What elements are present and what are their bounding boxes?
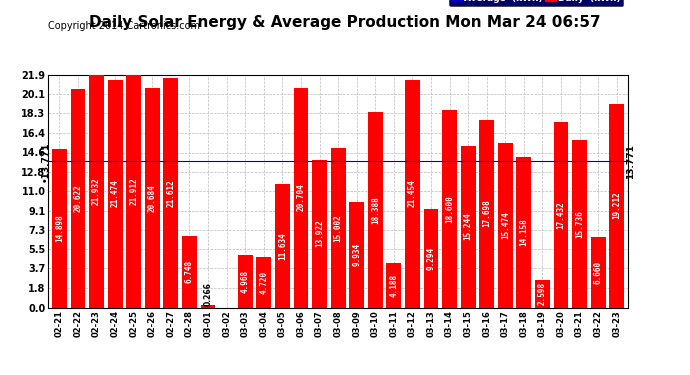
Bar <box>553 122 569 308</box>
Bar <box>480 120 494 308</box>
Text: Daily Solar Energy & Average Production Mon Mar 24 06:57: Daily Solar Energy & Average Production … <box>89 15 601 30</box>
Bar <box>89 75 104 308</box>
Bar <box>386 263 402 308</box>
Bar <box>461 146 475 308</box>
Bar <box>312 160 327 308</box>
Text: 21.612: 21.612 <box>166 179 175 207</box>
Bar <box>498 143 513 308</box>
Text: 19.212: 19.212 <box>612 192 621 219</box>
Text: 15.474: 15.474 <box>501 211 510 239</box>
Text: 4.720: 4.720 <box>259 271 268 294</box>
Text: 17.432: 17.432 <box>557 201 566 229</box>
Text: 15.736: 15.736 <box>575 210 584 238</box>
Bar <box>70 88 86 308</box>
Bar <box>238 255 253 308</box>
Text: 4.968: 4.968 <box>241 270 250 293</box>
Legend: Average  (kWh), Daily  (kWh): Average (kWh), Daily (kWh) <box>448 0 623 6</box>
Text: 9.294: 9.294 <box>426 247 435 270</box>
Text: 13.922: 13.922 <box>315 220 324 248</box>
Bar <box>349 202 364 308</box>
Bar <box>164 78 178 308</box>
Bar <box>293 88 308 308</box>
Text: 15.244: 15.244 <box>464 213 473 240</box>
Text: 20.684: 20.684 <box>148 184 157 211</box>
Bar <box>535 280 550 308</box>
Text: 20.622: 20.622 <box>74 184 83 212</box>
Text: 9.934: 9.934 <box>352 243 361 266</box>
Text: 17.698: 17.698 <box>482 200 491 227</box>
Text: 20.704: 20.704 <box>297 184 306 211</box>
Bar <box>108 80 123 308</box>
Text: 21.474: 21.474 <box>110 180 119 207</box>
Text: 13.771: 13.771 <box>626 144 635 179</box>
Text: 21.912: 21.912 <box>129 177 138 205</box>
Text: 15.002: 15.002 <box>333 214 343 242</box>
Text: 2.598: 2.598 <box>538 282 547 305</box>
Text: •13.771: •13.771 <box>41 141 50 182</box>
Bar <box>405 80 420 308</box>
Text: 4.188: 4.188 <box>389 274 398 297</box>
Text: 6.748: 6.748 <box>185 260 194 283</box>
Text: Copyright 2014 Cartronics.com: Copyright 2014 Cartronics.com <box>48 21 200 31</box>
Bar <box>126 75 141 307</box>
Text: 21.454: 21.454 <box>408 180 417 207</box>
Bar <box>145 88 160 308</box>
Bar <box>424 209 438 308</box>
Bar <box>572 141 587 308</box>
Text: 18.600: 18.600 <box>445 195 454 223</box>
Text: 0.266: 0.266 <box>204 283 213 306</box>
Text: 11.634: 11.634 <box>278 232 287 260</box>
Bar <box>275 184 290 308</box>
Bar <box>442 110 457 308</box>
Bar <box>257 257 271 307</box>
Bar <box>52 149 67 308</box>
Text: 14.898: 14.898 <box>55 214 64 242</box>
Bar <box>591 237 606 308</box>
Bar <box>331 148 346 308</box>
Bar <box>201 304 215 307</box>
Bar <box>368 112 383 308</box>
Bar <box>609 104 624 308</box>
Bar <box>182 236 197 308</box>
Text: 14.158: 14.158 <box>520 219 529 246</box>
Text: 6.660: 6.660 <box>593 261 602 284</box>
Text: 21.932: 21.932 <box>92 177 101 205</box>
Text: 18.388: 18.388 <box>371 196 380 224</box>
Bar <box>516 157 531 308</box>
